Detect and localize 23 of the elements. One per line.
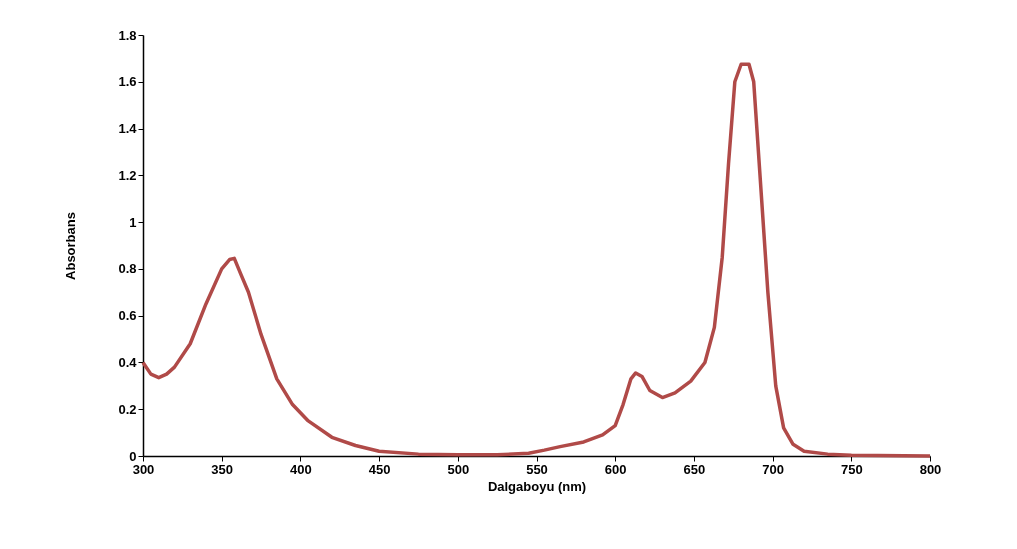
x-tick-label: 300 bbox=[132, 461, 155, 477]
y-tick-label: 0 bbox=[129, 448, 137, 464]
x-tick-label: 600 bbox=[604, 461, 627, 477]
y-tick-label: 1 bbox=[129, 214, 137, 230]
x-tick-label: 550 bbox=[526, 461, 548, 477]
x-tick-label: 700 bbox=[762, 461, 784, 477]
y-tick-label: 1.6 bbox=[118, 74, 137, 90]
y-tick-label: 1.4 bbox=[118, 121, 138, 137]
y-tick-label: 1.8 bbox=[118, 27, 137, 43]
x-tick-label: 650 bbox=[683, 461, 706, 477]
y-tick-label: 1.2 bbox=[118, 167, 137, 183]
x-tick-label: 400 bbox=[290, 461, 312, 477]
x-tick-label: 500 bbox=[447, 461, 470, 477]
x-tick-label: 350 bbox=[211, 461, 234, 477]
x-tick-label: 450 bbox=[368, 461, 391, 477]
x-tick-label: 800 bbox=[919, 461, 942, 477]
y-axis-title: Absorbans bbox=[63, 212, 79, 280]
x-tick-label: 750 bbox=[840, 461, 863, 477]
y-tick-label: 0.6 bbox=[118, 308, 137, 324]
x-axis-title: Dalgaboyu (nm) bbox=[487, 478, 587, 494]
y-tick-label: 0.2 bbox=[118, 401, 137, 417]
y-tick-label: 0.4 bbox=[118, 354, 138, 370]
y-tick-label: 0.8 bbox=[118, 261, 137, 277]
